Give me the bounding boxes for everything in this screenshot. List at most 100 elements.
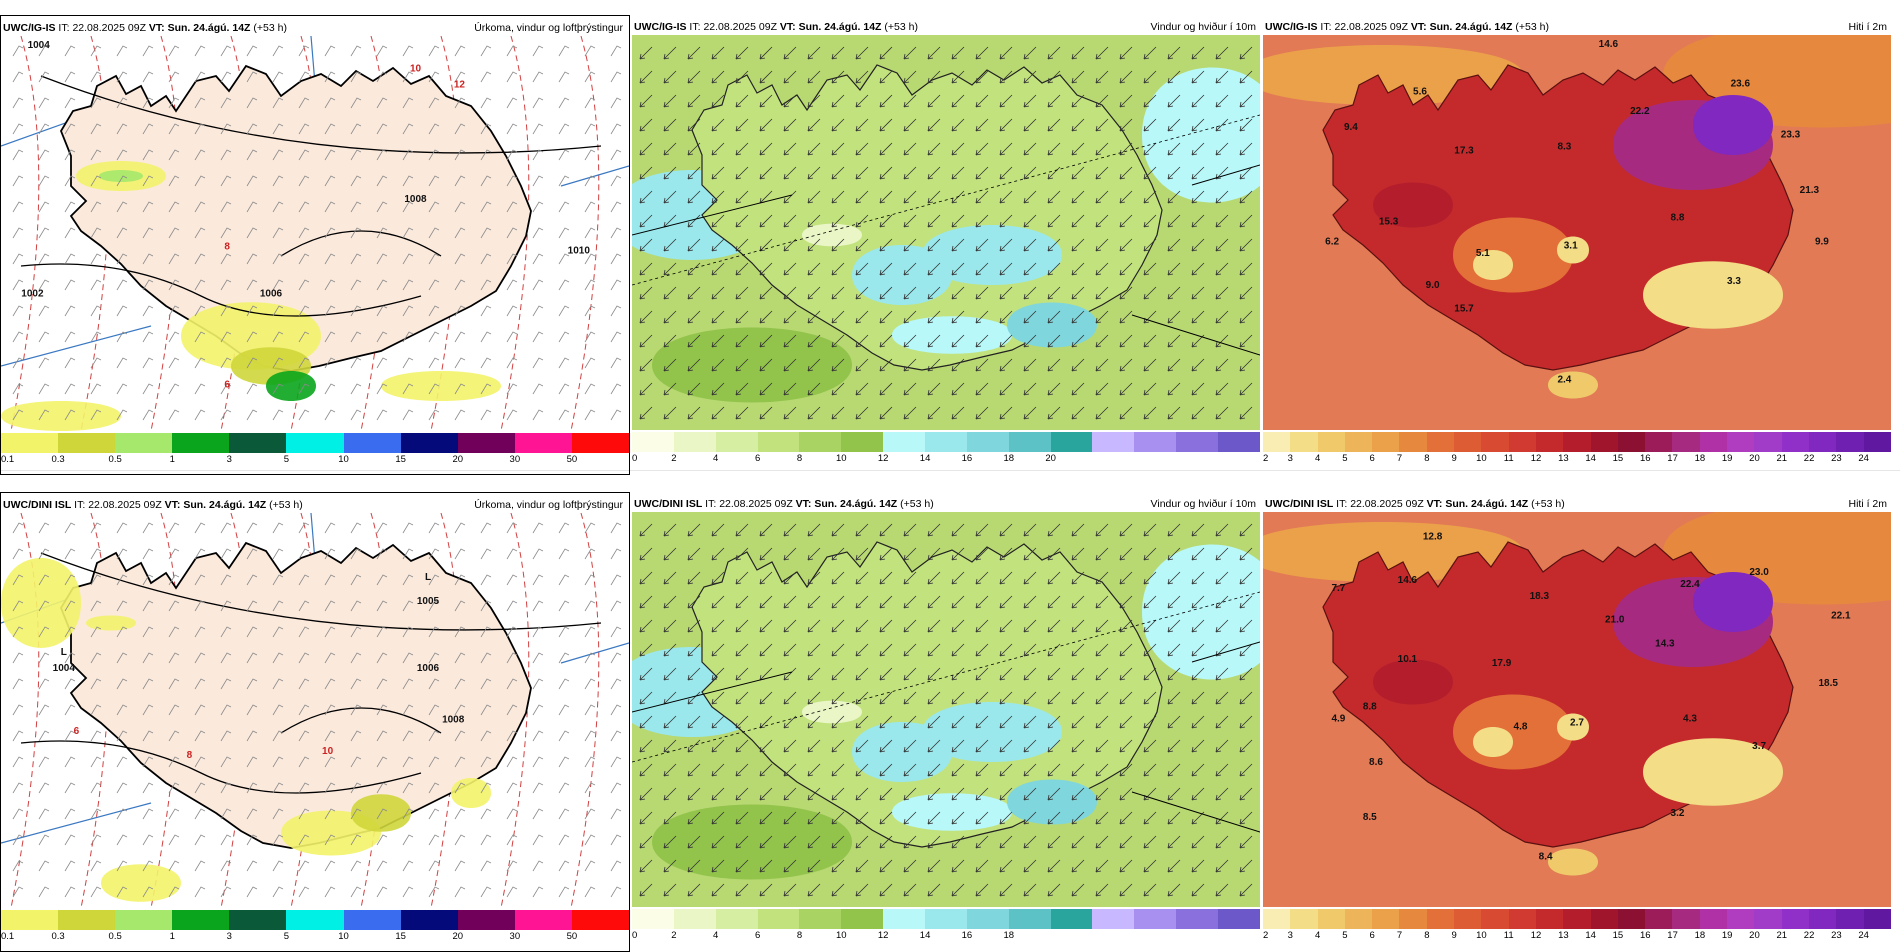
map-image: L 1005 L 1004 1006 1008 10 8 6 <box>1 513 629 908</box>
init-time: 22.08.2025 09Z <box>1350 498 1424 510</box>
colorbar-swatch <box>632 909 674 929</box>
colorbar-swatch <box>343 433 401 453</box>
init-time-label: IT: <box>705 498 717 510</box>
colorbar-ticks: 2 3 4 5 6 7 8 9 10 11 12 13 14 15 16 17 18 19 20 21 22 23 24 <box>1263 453 1891 467</box>
colorbar-tick: 14 <box>1585 453 1596 464</box>
colorbar-swatch <box>1590 909 1618 929</box>
colorbar <box>1 910 630 930</box>
colorbar-swatch <box>1008 432 1051 452</box>
map-value-label: 8.8 <box>1671 213 1685 224</box>
lead-time: (+53 h) <box>269 499 303 511</box>
panel-header: UWC/DINI ISL IT: 22.08.2025 09Z VT: Sun.… <box>634 496 1256 512</box>
colorbar-tick: 1 <box>169 931 175 942</box>
colorbar-swatch <box>1 433 59 453</box>
init-time-label: IT: <box>1320 21 1332 33</box>
colorbar-swatch <box>883 909 926 929</box>
map-value-label: 5.1 <box>1476 248 1490 259</box>
colorbar-tick: 2 <box>1263 453 1269 464</box>
map-value-label: 15.3 <box>1379 217 1399 228</box>
colorbar-tick: 20 <box>1749 453 1760 464</box>
map-value-label: 22.1 <box>1831 611 1851 622</box>
colorbar-swatch <box>229 433 287 453</box>
colorbar-tick: 24 <box>1858 453 1869 464</box>
colorbar-swatch <box>1754 909 1782 929</box>
map-value-label: 8.4 <box>1539 852 1553 863</box>
map-value-label: 3.1 <box>1564 240 1578 251</box>
colorbar-swatch <box>343 910 401 930</box>
map-value-label: 10.1 <box>1398 654 1418 665</box>
colorbar-tick: 21 <box>1776 930 1788 941</box>
valid-time-label: VT: <box>148 22 165 34</box>
map-value-label: 4.9 <box>1331 713 1345 724</box>
colorbar-tick: 13 <box>1558 453 1569 464</box>
colorbar-swatch <box>1092 432 1135 452</box>
colorbar <box>1263 432 1891 452</box>
colorbar-tick: 8 <box>796 453 803 464</box>
map-svg <box>632 512 1260 907</box>
colorbar-tick: 14 <box>919 930 931 941</box>
map-value-label: 7.7 <box>1331 583 1345 594</box>
colorbar-swatch <box>673 909 716 929</box>
colorbar-tick: 8 <box>1424 930 1430 941</box>
colorbar-swatch <box>966 909 1009 929</box>
colorbar-swatch <box>1781 909 1809 929</box>
colorbar <box>1 433 630 453</box>
init-time-label: IT: <box>1336 498 1348 510</box>
colorbar-swatch <box>58 910 116 930</box>
map-value-label: L <box>61 647 67 658</box>
colorbar-tick: 0.5 <box>108 931 122 942</box>
colorbar-swatch <box>1344 432 1373 452</box>
map-value-label: 1002 <box>21 289 44 300</box>
panel-header: UWC/IG-IS IT: 22.08.2025 09Z VT: Sun. 24… <box>1265 19 1887 35</box>
map-panel-temp-top: UWC/IG-IS IT: 22.08.2025 09Z VT: Sun. 24… <box>1263 15 1893 475</box>
colorbar-tick: 0.1 <box>1 454 15 465</box>
map-value-label: L <box>425 572 431 583</box>
colorbar-swatch <box>1134 909 1177 929</box>
colorbar-swatch <box>841 909 884 929</box>
map-value-label: 18.3 <box>1530 591 1550 602</box>
colorbar-swatch <box>1176 432 1219 452</box>
colorbar-tick: 22 <box>1803 930 1815 941</box>
colorbar-swatch <box>172 433 230 453</box>
colorbar-ticks: 0.1 0.3 0.5 1 3 5 10 15 20 30 50 <box>1 454 629 468</box>
colorbar-tick: 50 <box>566 454 578 465</box>
colorbar-tick: 17 <box>1667 930 1678 941</box>
colorbar-tick: 19 <box>1721 930 1733 941</box>
colorbar-tick: 10 <box>836 930 847 941</box>
colorbar-swatch <box>514 910 572 930</box>
colorbar-tick: 16 <box>961 930 973 941</box>
colorbar-tick: 10 <box>836 453 847 464</box>
map-svg: 12.8 23.0 7.7 14.6 22.4 18.3 22.1 21.0 10.1 17.9 1… <box>1263 512 1891 907</box>
colorbar-swatch <box>1008 909 1051 929</box>
map-value-label: 17.9 <box>1492 658 1512 669</box>
colorbar-swatch <box>799 432 842 452</box>
colorbar-tick: 21 <box>1776 453 1788 464</box>
colorbar-tick: 18 <box>1694 930 1706 941</box>
valid-time: Sun. 24.ágú. 14Z <box>183 499 267 511</box>
colorbar-swatch <box>1672 432 1700 452</box>
colorbar-tick: 11 <box>1503 453 1514 464</box>
colorbar-swatch <box>1808 909 1837 929</box>
colorbar-swatch <box>715 909 758 929</box>
panel-title: Vindur og hviður í 10m <box>1150 21 1256 33</box>
colorbar-tick: 6 <box>1369 930 1375 941</box>
colorbar-ticks: 0 2 4 6 8 10 12 14 16 18 20 <box>632 453 1260 467</box>
map-value-label: 2.7 <box>1570 717 1584 728</box>
init-time: 22.08.2025 09Z <box>1334 21 1408 33</box>
colorbar-tick: 20 <box>1045 453 1056 464</box>
valid-time-label: VT: <box>1410 21 1427 33</box>
map-panel-temp-bottom: UWC/DINI ISL IT: 22.08.2025 09Z VT: Sun.… <box>1263 492 1893 952</box>
map-value-label: 6.2 <box>1325 236 1339 247</box>
colorbar-tick: 3 <box>1287 930 1293 941</box>
colorbar-tick: 12 <box>877 930 889 941</box>
colorbar-swatch <box>1317 432 1345 452</box>
colorbar-tick: 12 <box>1530 453 1542 464</box>
colorbar-tick: 5 <box>283 454 290 465</box>
colorbar-swatch <box>1863 432 1891 452</box>
valid-time-label: VT: <box>779 21 796 33</box>
colorbar-swatch <box>1176 909 1219 929</box>
colorbar-tick: 6 <box>1369 453 1375 464</box>
colorbar-tick: 8 <box>796 930 803 941</box>
colorbar-swatch <box>1481 432 1509 452</box>
map-value-label: 1004 <box>28 40 51 51</box>
